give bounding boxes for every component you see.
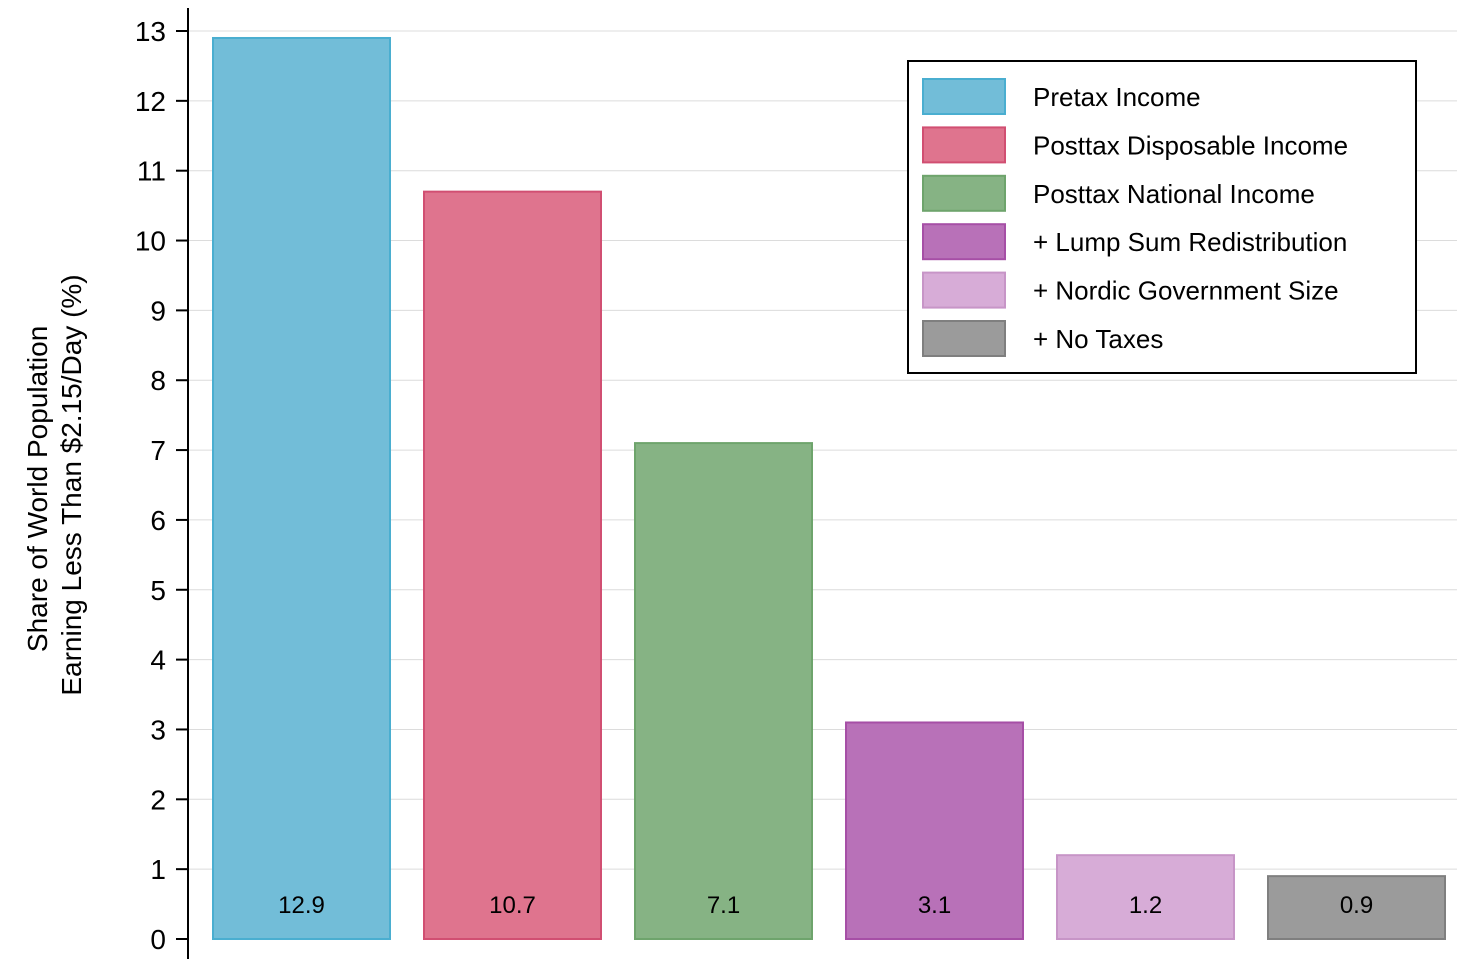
bar: [845, 721, 1024, 940]
y-axis-label-line-1: Share of World Population: [22, 326, 53, 652]
legend-swatch: [922, 320, 1006, 357]
y-tick-label: 0: [150, 924, 166, 955]
y-tick-label: 8: [150, 365, 166, 396]
bars: 12.9 10.7 7.1 3.1 1.2 0.9: [212, 36, 1446, 941]
legend-entry-label: Posttax Disposable Income: [1033, 130, 1348, 160]
legend-entry-label: Posttax National Income: [1033, 179, 1315, 209]
y-tick-label: 1: [150, 854, 166, 885]
y-tick-label: 10: [135, 226, 166, 257]
legend-swatch: [922, 174, 1006, 212]
bar: [634, 442, 813, 940]
y-tick-label: 7: [150, 435, 166, 466]
bar-value-label: 10.7: [489, 892, 536, 919]
bar: [423, 190, 602, 940]
legend-entry-label: Pretax Income: [1033, 82, 1201, 112]
bar-value-label: 7.1: [707, 892, 740, 919]
y-tick-label: 9: [150, 295, 166, 326]
y-tick-label: 11: [137, 156, 166, 187]
legend-swatch: [922, 223, 1006, 261]
y-tick-label: 2: [150, 784, 166, 815]
bar-value-label: 1.2: [1129, 892, 1162, 919]
y-axis-label: Share of World Population Earning Less T…: [22, 274, 87, 695]
bar-value-label: 0.9: [1340, 892, 1373, 919]
bar-value-label: 3.1: [918, 892, 951, 919]
y-tick-label: 4: [150, 645, 166, 676]
bar-value-label: 12.9: [278, 892, 325, 919]
y-tick-label: 12: [135, 86, 166, 117]
bar: [1056, 854, 1235, 941]
legend: Pretax Income Posttax Disposable Income Po…: [907, 60, 1417, 374]
legend-swatch: [922, 126, 1006, 164]
y-tick-label: 6: [150, 505, 166, 536]
bar: [212, 36, 391, 940]
y-axis-label-line-2: Earning Less Than $2.15/Day (%): [56, 274, 87, 695]
y-tick-label: 5: [150, 575, 166, 606]
bar: [1267, 875, 1446, 941]
legend-swatch: [922, 78, 1006, 115]
y-tick-label: 3: [150, 714, 166, 745]
y-tick-label: 13: [135, 16, 166, 47]
legend-entry-label: + Nordic Government Size: [1033, 276, 1339, 306]
legend-entry-label: + Lump Sum Redistribution: [1033, 227, 1347, 257]
legend-entry-label: + No Taxes: [1033, 324, 1163, 354]
legend-swatch: [922, 271, 1006, 309]
